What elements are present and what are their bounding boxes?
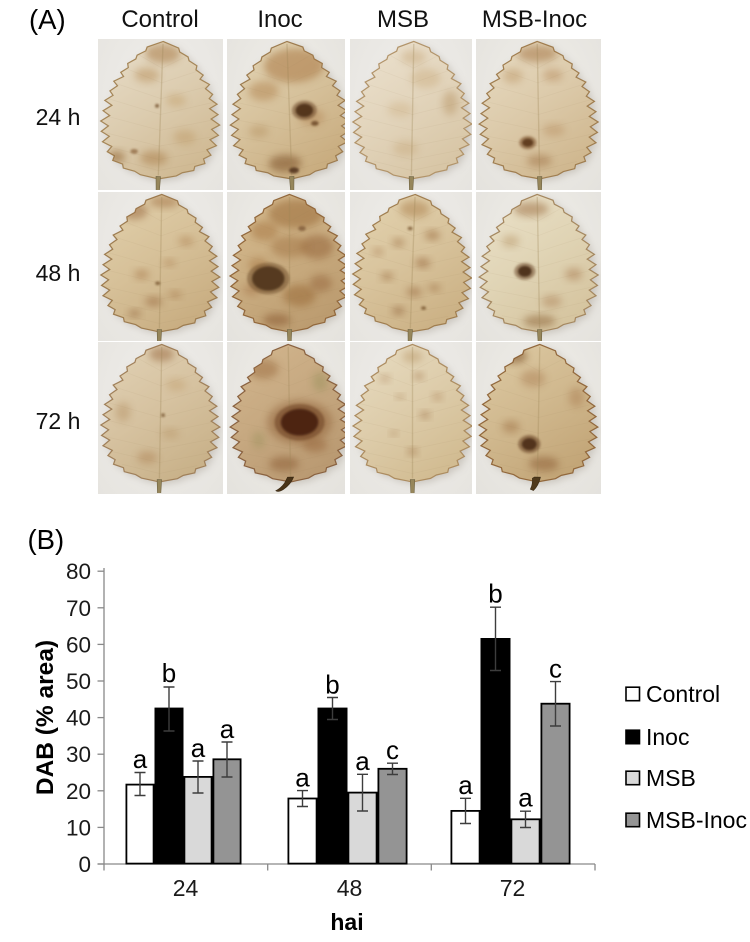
svg-text:a: a	[295, 763, 310, 793]
svg-text:a: a	[220, 714, 235, 744]
svg-text:Inoc: Inoc	[646, 724, 689, 750]
svg-text:80: 80	[66, 559, 91, 584]
svg-text:a: a	[133, 744, 148, 774]
svg-text:24: 24	[173, 875, 199, 901]
svg-text:40: 40	[66, 706, 91, 731]
svg-text:a: a	[191, 733, 206, 763]
svg-text:a: a	[458, 770, 473, 800]
svg-text:30: 30	[66, 742, 91, 767]
svg-text:b: b	[325, 670, 339, 700]
svg-text:DAB (% area): DAB (% area)	[32, 640, 59, 795]
svg-text:(B): (B)	[28, 524, 65, 555]
svg-text:MSB-Inoc: MSB-Inoc	[646, 807, 747, 833]
svg-text:b: b	[162, 658, 176, 688]
svg-text:b: b	[488, 579, 502, 609]
svg-text:48: 48	[337, 875, 363, 901]
svg-text:10: 10	[66, 815, 91, 840]
svg-text:20: 20	[66, 779, 91, 804]
svg-text:a: a	[355, 746, 370, 776]
svg-text:MSB: MSB	[646, 765, 696, 791]
svg-text:50: 50	[66, 669, 91, 694]
svg-text:60: 60	[66, 632, 91, 657]
svg-text:72: 72	[500, 875, 526, 901]
svg-text:a: a	[518, 783, 533, 813]
svg-text:70: 70	[66, 596, 91, 621]
svg-text:hai: hai	[330, 909, 363, 935]
svg-text:Control: Control	[646, 681, 720, 707]
svg-text:c: c	[549, 654, 562, 684]
svg-text:c: c	[386, 735, 399, 765]
svg-text:0: 0	[78, 852, 91, 877]
